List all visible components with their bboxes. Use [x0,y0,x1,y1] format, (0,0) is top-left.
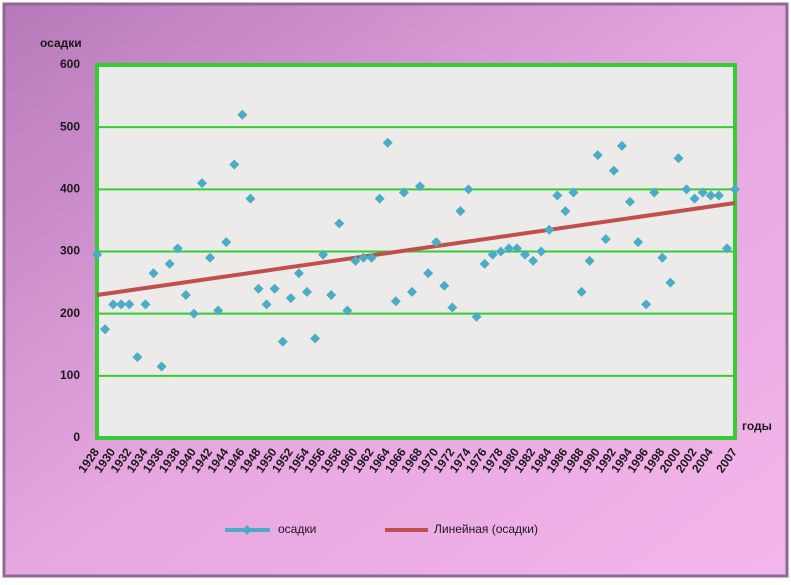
marker [730,184,740,195]
marker [495,246,506,257]
marker [261,299,272,310]
marker [625,196,636,207]
marker [318,249,329,260]
marker [600,234,611,245]
marker [310,333,321,344]
y-tick-label: 300 [60,244,80,258]
marker [285,293,296,304]
y-tick-label: 200 [60,306,80,320]
marker [108,299,119,310]
marker [520,249,531,260]
marker [156,361,167,372]
marker [528,255,539,266]
marker [180,290,191,301]
marker [649,187,660,198]
marker [592,150,603,161]
marker [455,206,466,217]
marker [423,268,434,279]
marker [342,305,353,316]
y-axis-label: осадки [40,36,82,50]
marker [608,165,619,176]
y-tick-label: 400 [60,182,80,196]
marker [398,187,409,198]
marker [188,308,199,319]
x-axis-label: годы [742,419,772,433]
marker [503,243,514,254]
marker [657,252,668,263]
marker [301,286,312,297]
marker [277,336,288,347]
marker [568,187,579,198]
marker [536,246,547,257]
legend-marker [242,525,252,535]
marker [576,286,587,297]
marker [584,255,595,266]
marker [681,184,692,195]
marker [431,237,442,248]
marker [350,255,361,266]
marker [140,299,151,310]
marker [479,258,490,269]
marker [116,299,127,310]
marker [705,190,716,201]
marker [196,178,207,189]
marker [415,181,426,192]
marker [213,305,224,316]
marker [334,218,345,229]
marker [463,184,474,195]
y-tick-label: 100 [60,368,80,382]
marker [689,193,700,204]
marker [172,243,183,254]
marker [697,187,708,198]
marker [713,190,724,201]
marker [633,237,644,248]
marker [439,280,450,291]
marker [148,268,159,279]
marker [544,224,555,235]
y-tick-label: 500 [60,119,80,133]
marker [390,296,401,307]
marker [221,237,232,248]
marker [447,302,458,313]
marker [673,153,684,164]
marker [721,243,732,254]
marker [374,193,385,204]
marker [406,286,417,297]
marker [293,268,304,279]
marker [100,324,111,335]
marker [560,206,571,217]
marker [205,252,216,263]
marker [471,311,482,322]
marker [229,159,240,170]
marker [366,252,377,263]
marker [92,249,102,260]
marker [237,109,248,120]
marker [124,299,135,310]
legend-label: Линейная (осадки) [434,522,538,536]
marker [511,243,522,254]
marker [641,299,652,310]
marker [245,193,256,204]
marker [552,190,563,201]
legend-label: осадки [278,522,316,536]
marker [665,277,676,288]
marker [326,290,337,301]
y-tick-label: 600 [60,57,80,71]
marker [616,140,627,151]
marker [164,258,175,269]
marker [253,283,264,294]
trend-line [96,201,736,297]
y-tick-label: 0 [73,430,80,444]
marker [132,352,143,363]
marker [487,249,498,260]
marker [358,252,369,263]
marker [382,137,393,148]
marker [269,283,280,294]
